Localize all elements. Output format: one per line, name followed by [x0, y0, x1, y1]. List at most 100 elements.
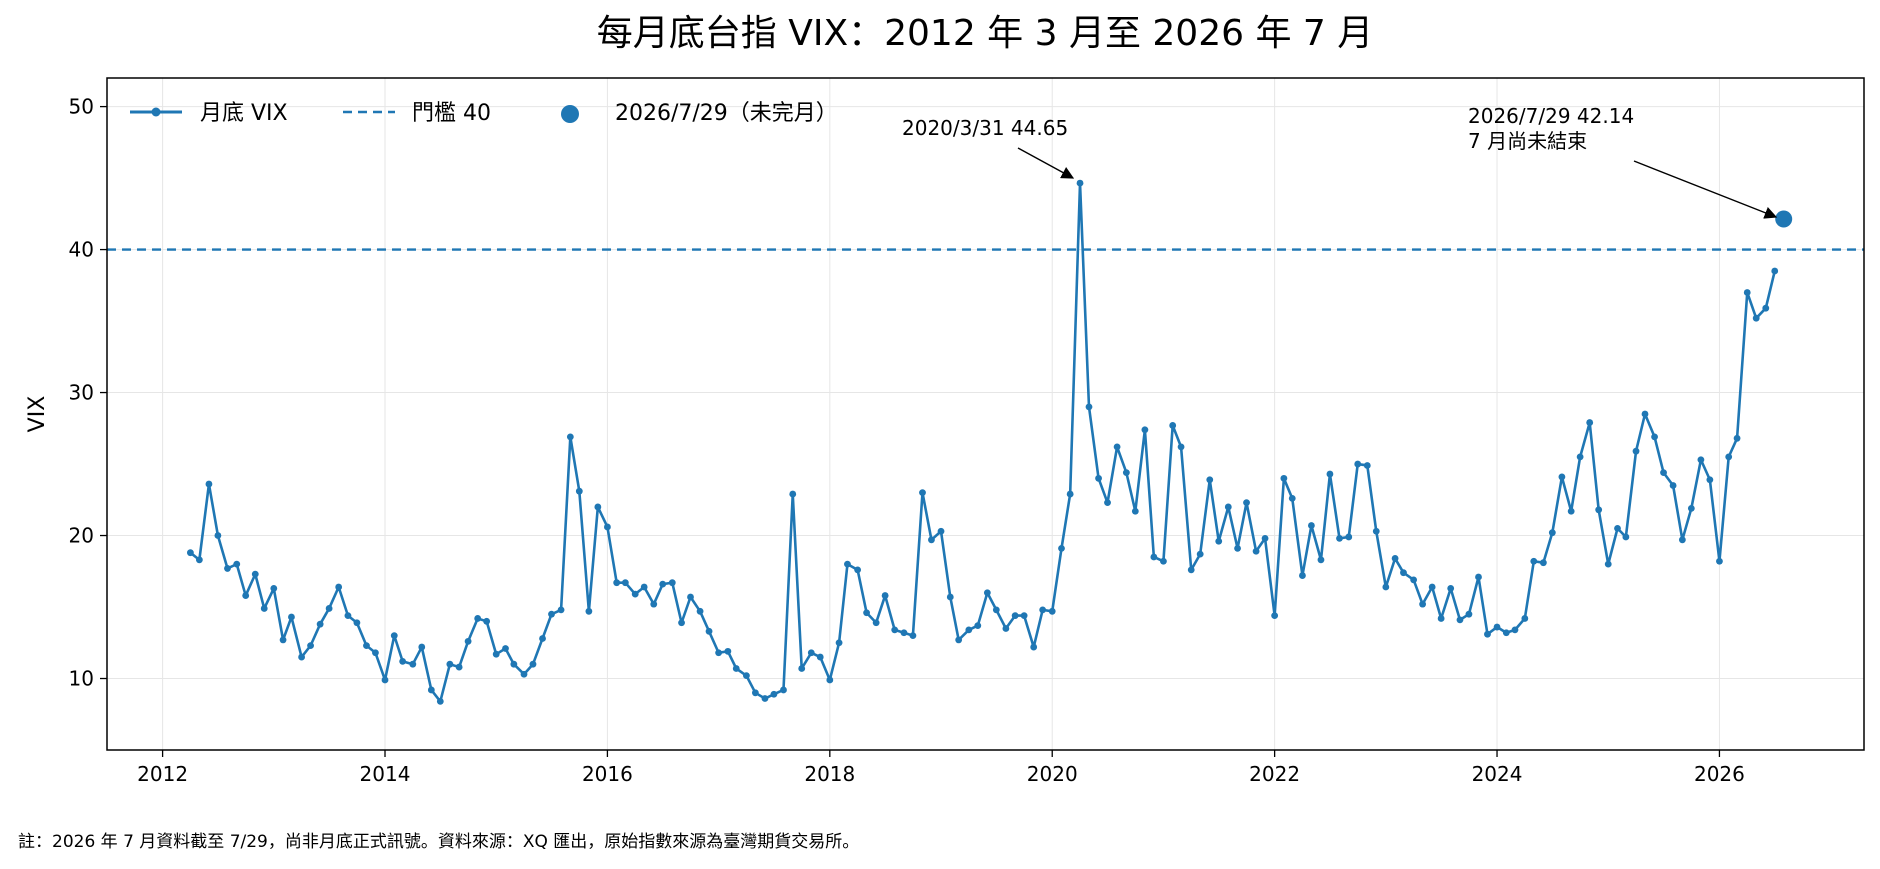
vix-data-point	[483, 617, 491, 625]
vix-data-point	[399, 657, 407, 665]
vix-data-point	[854, 566, 862, 574]
chart-title: 每月底台指 VIX：2012 年 3 月至 2026 年 7 月	[597, 13, 1374, 54]
vix-data-point	[242, 592, 250, 599]
vix-data-point	[1493, 623, 1501, 631]
vix-data-point	[575, 487, 583, 495]
vix-data-point	[1576, 453, 1584, 461]
vix-data-point	[436, 697, 444, 705]
vix-data-point	[1113, 443, 1121, 451]
vix-data-point	[1308, 522, 1315, 529]
vix-data-point	[298, 653, 305, 661]
vix-data-point	[307, 642, 314, 650]
vix-data-point	[1771, 267, 1779, 275]
vix-data-point	[1743, 289, 1751, 296]
vix-data-point	[1160, 557, 1167, 565]
vix-data-point	[761, 695, 769, 702]
vix-data-point	[1141, 426, 1149, 434]
vix-data-point	[1206, 476, 1214, 484]
annotation-latest-label: 2026/7/29 42.14	[1468, 104, 1634, 128]
vix-data-point	[1391, 555, 1399, 562]
vix-data-point	[214, 532, 222, 539]
vix-data-point	[1716, 557, 1723, 565]
vix-data-point	[270, 585, 278, 592]
vix-data-point	[1280, 474, 1288, 482]
vix-data-point	[1345, 533, 1353, 541]
vix-data-point	[826, 676, 834, 684]
vix-data-point	[446, 660, 454, 668]
vix-data-point	[965, 626, 973, 634]
vix-data-point	[955, 636, 963, 644]
vix-data-point	[455, 663, 463, 671]
plot-frame	[106, 77, 1865, 751]
vix-data-point	[919, 489, 926, 497]
vix-data-point	[743, 672, 750, 680]
vix-data-point	[492, 650, 500, 658]
vix-data-point	[1104, 499, 1111, 507]
vix-data-point	[548, 610, 555, 618]
vix-data-point	[613, 579, 621, 587]
vix-data-point	[983, 589, 991, 597]
plot-area	[107, 179, 1864, 705]
vix-data-point	[1215, 537, 1223, 545]
y-tick-label: 20	[69, 524, 94, 548]
vix-data-point	[427, 686, 435, 694]
vix-data-point	[705, 627, 713, 635]
vix-data-point	[1475, 573, 1482, 581]
vix-series-line	[189, 181, 1777, 703]
vix-data-point	[1122, 469, 1130, 477]
vix-data-point	[1484, 630, 1491, 638]
vix-data-point	[696, 607, 704, 615]
vix-data-point	[881, 592, 889, 599]
vix-data-point	[353, 619, 361, 627]
vix-data-point	[418, 643, 426, 651]
vix-data-point	[891, 626, 899, 634]
vix-data-point	[344, 612, 352, 619]
vix-data-point	[1521, 615, 1529, 622]
vix-data-point	[1011, 612, 1019, 619]
vix-data-point	[946, 593, 954, 601]
vix-data-point	[1622, 533, 1630, 541]
vix-data-point	[520, 670, 528, 678]
vix-data-point	[816, 653, 824, 661]
vix-data-point	[807, 649, 815, 657]
vix-data-point	[789, 490, 797, 498]
vix-data-point	[780, 686, 787, 694]
y-tick-label: 40	[69, 238, 94, 262]
vix-data-point	[1604, 560, 1612, 568]
legend-label-vix: 月底 VIX	[200, 101, 288, 126]
vix-data-point	[974, 622, 982, 630]
vix-data-point	[1706, 476, 1714, 484]
vix-data-point	[1002, 625, 1010, 632]
vix-data-point	[325, 605, 333, 612]
vix-data-point	[288, 613, 295, 621]
vix-data-point	[1511, 626, 1519, 634]
vix-data-point	[1354, 460, 1362, 468]
vix-data-point	[1567, 507, 1575, 515]
vix-data-point	[732, 665, 740, 672]
vix-data-point	[510, 660, 518, 668]
vix-data-point	[1131, 507, 1139, 515]
x-tick-label: 2014	[360, 762, 411, 786]
vix-data-point	[1299, 572, 1306, 579]
vix-data-point	[798, 665, 806, 672]
vix-data-point	[1196, 550, 1204, 558]
vix-data-point	[1697, 456, 1705, 464]
vix-data-point	[1733, 434, 1741, 442]
vix-data-point	[1419, 600, 1426, 608]
vix-data-point	[751, 689, 759, 697]
vix-data-point	[1169, 422, 1177, 429]
x-tick-label: 2022	[1249, 762, 1300, 786]
vix-data-point	[1317, 556, 1325, 564]
vix-data-point	[195, 556, 203, 564]
vix-data-point	[1095, 474, 1102, 482]
vix-data-point	[260, 605, 268, 612]
vix-data-point	[770, 690, 778, 698]
vix-data-point	[1336, 534, 1343, 542]
vix-data-point	[529, 660, 537, 668]
x-tick-label: 2012	[137, 762, 188, 786]
vix-data-point	[1456, 616, 1464, 624]
y-tick-label: 10	[69, 667, 94, 691]
vix-data-point	[1465, 610, 1473, 618]
vix-data-point	[1288, 494, 1296, 502]
vix-data-point	[863, 609, 870, 617]
